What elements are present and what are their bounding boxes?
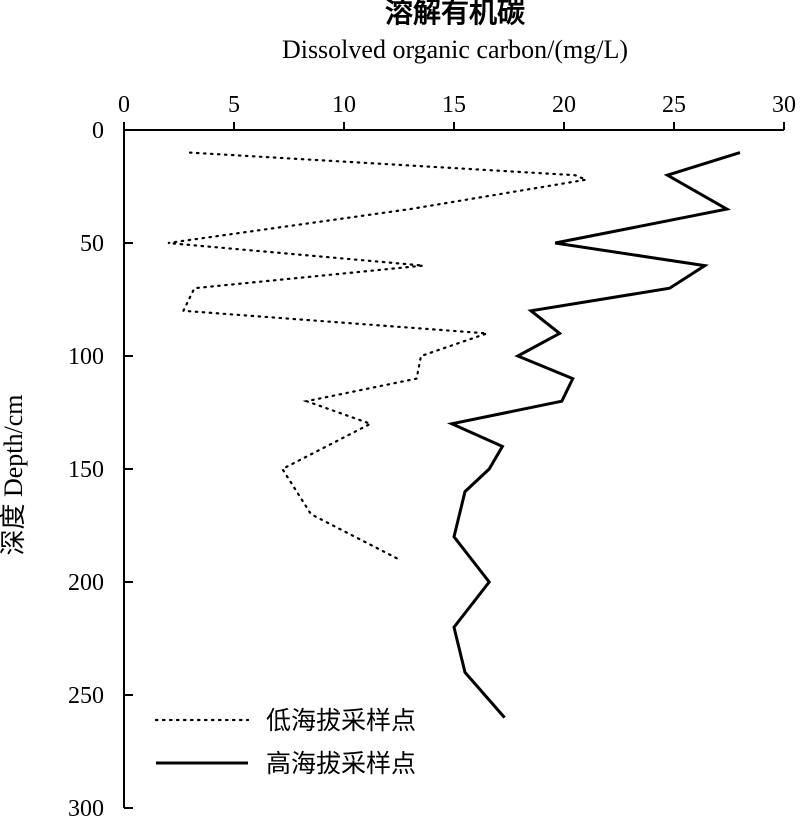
chart-title-cn: 溶解有机碳 xyxy=(385,0,526,29)
x-tick-label: 0 xyxy=(118,92,130,118)
x-tick-label: 20 xyxy=(552,92,576,118)
legend-label-1: 高海拔采样点 xyxy=(266,749,416,778)
y-axis-label: 深度 Depth/cm xyxy=(0,394,28,555)
x-tick-label: 15 xyxy=(442,92,466,118)
x-tick-label: 5 xyxy=(228,92,240,118)
x-tick-label: 10 xyxy=(332,92,356,118)
y-tick-label: 100 xyxy=(68,344,104,370)
y-tick-label: 150 xyxy=(68,457,104,483)
y-tick-label: 250 xyxy=(68,683,104,709)
series-line-0 xyxy=(167,151,590,561)
legend-label-0: 低海拔采样点 xyxy=(266,706,416,735)
x-tick-label: 30 xyxy=(772,92,796,118)
y-tick-label: 300 xyxy=(68,796,104,817)
x-tick-label: 25 xyxy=(662,92,686,118)
y-tick-label: 200 xyxy=(68,570,104,596)
series-line-1 xyxy=(446,151,741,719)
y-tick-label: 50 xyxy=(80,231,104,257)
series-layer xyxy=(167,151,741,719)
y-tick-label: 0 xyxy=(92,118,104,144)
chart-title-en: Dissolved organic carbon/(mg/L) xyxy=(282,35,628,64)
